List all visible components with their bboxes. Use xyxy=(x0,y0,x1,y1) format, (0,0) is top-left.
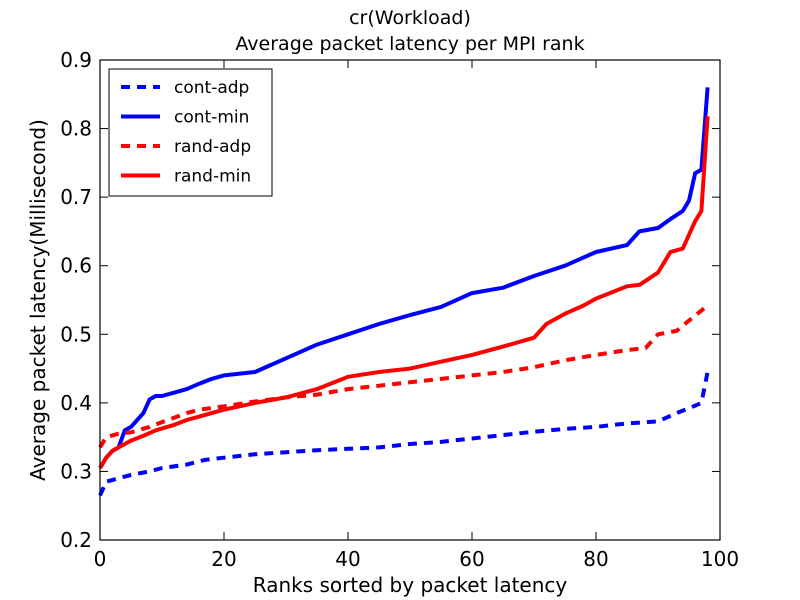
legend-label-rand-min: rand-min xyxy=(174,167,251,187)
y-tick-label: 0.4 xyxy=(60,391,92,415)
series-line-cont-min xyxy=(98,87,710,470)
y-tick-label: 0.3 xyxy=(60,459,92,483)
x-tick-label: 0 xyxy=(94,547,107,571)
x-tick-label: 100 xyxy=(701,547,739,571)
legend-label-rand-adp: rand-adp xyxy=(174,137,251,157)
y-tick-label: 0.6 xyxy=(60,254,92,278)
legend-label-cont-min: cont-min xyxy=(174,108,249,128)
x-tick-label: 40 xyxy=(335,547,360,571)
series-line-cont-adp xyxy=(98,371,710,497)
y-tick-label: 0.2 xyxy=(60,528,92,552)
x-tick-label: 60 xyxy=(459,547,484,571)
x-tick-label: 80 xyxy=(583,547,608,571)
plot-area-frame xyxy=(99,59,721,541)
x-axis-label: Ranks sorted by packet latency xyxy=(253,573,568,597)
chart-subtitle: Average packet latency per MPI rank xyxy=(235,33,584,55)
chart-title: cr(Workload) xyxy=(349,7,471,29)
y-tick-label: 0.7 xyxy=(60,185,92,209)
series-line-rand-min xyxy=(98,116,710,470)
series-layer xyxy=(98,87,710,497)
x-tick-label: 20 xyxy=(211,547,236,571)
y-tick-label: 0.5 xyxy=(60,322,92,346)
y-tick-label: 0.8 xyxy=(60,117,92,141)
y-tick-label: 0.9 xyxy=(60,48,92,72)
legend: cont-adp cont-min rand-adp rand-min xyxy=(108,68,273,197)
series-line-rand-adp xyxy=(98,303,709,449)
tick-layer: 0 20 40 60 80 100 0.2 0.3 0.4 0.5 0.6 0.7 0.8 0.9 xyxy=(60,48,739,571)
y-axis-label: Average packet latency(Millisecond) xyxy=(26,119,50,481)
legend-label-cont-adp: cont-adp xyxy=(174,78,249,98)
